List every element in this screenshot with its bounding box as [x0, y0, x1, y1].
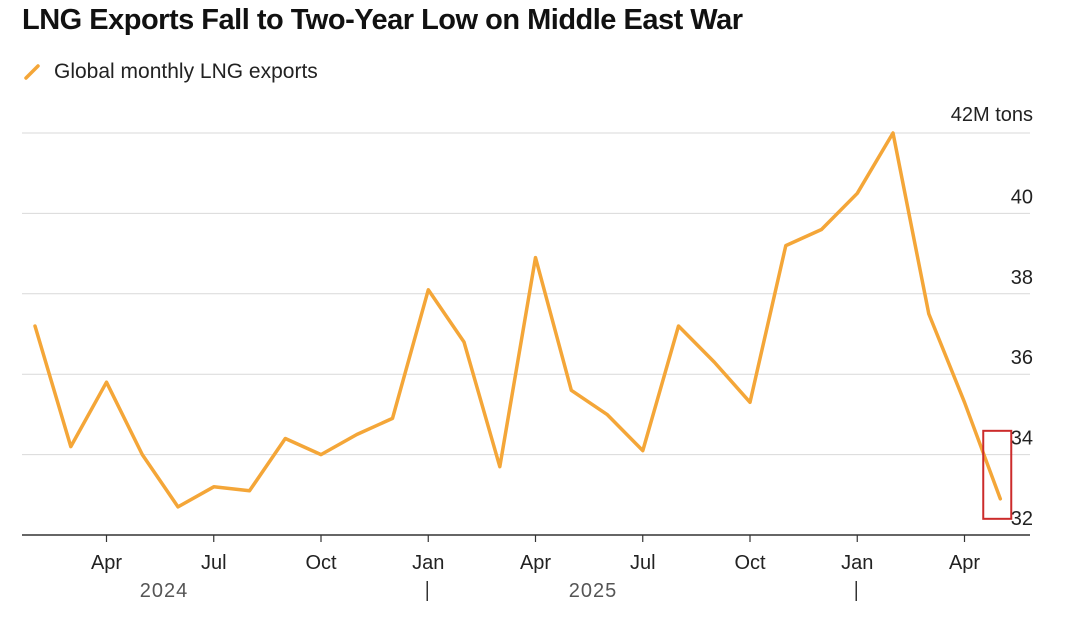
x-tick-label: Jul — [630, 552, 656, 574]
x-tick-label: Jan — [412, 552, 444, 574]
year-label: 2025 — [569, 580, 618, 602]
series-line — [33, 131, 1003, 509]
x-tick-label: Jul — [201, 552, 227, 574]
legend-swatch-icon — [24, 64, 40, 80]
y-tick-label: 32 — [1011, 508, 1033, 530]
x-tick-label: Oct — [734, 552, 766, 574]
x-tick-label: Apr — [91, 552, 122, 574]
legend-label: Global monthly LNG exports — [54, 60, 318, 83]
y-tick-label: 42M tons — [951, 104, 1033, 126]
y-tick-label: 34 — [1011, 428, 1033, 450]
x-tick-label: Oct — [305, 552, 337, 574]
chart-title: LNG Exports Fall to Two-Year Low on Midd… — [22, 4, 743, 36]
x-tick-label: Apr — [949, 552, 980, 574]
y-tick-label: 38 — [1011, 267, 1033, 289]
y-tick-label: 36 — [1011, 347, 1033, 369]
year-label: 2024 — [140, 580, 189, 602]
legend: Global monthly LNG exports — [24, 58, 318, 86]
x-tick-label: Jan — [841, 552, 873, 574]
y-tick-label: 40 — [1011, 186, 1033, 208]
x-tick-label: Apr — [520, 552, 551, 574]
highlight-box — [982, 429, 1013, 520]
